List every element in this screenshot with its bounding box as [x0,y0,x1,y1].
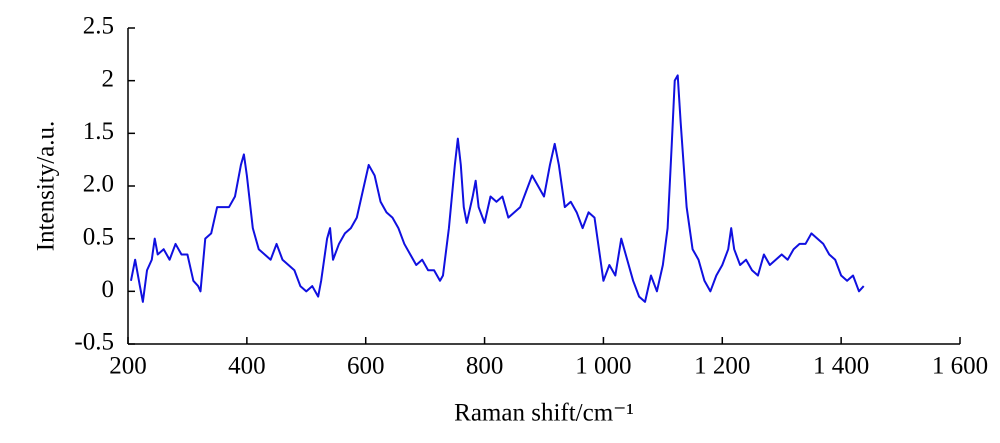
x-tick-label: 1 400 [813,353,869,380]
x-tick-label: 1 600 [932,353,988,380]
y-tick-label: -0.5 [74,329,114,356]
x-tick-label: 1 200 [694,353,750,380]
y-tick-label: 1.5 [83,118,114,145]
spectrum-line [129,74,865,303]
y-tick-label: 2 [102,65,115,92]
x-tick-label: 800 [466,353,504,380]
y-tick-label: 2.0 [83,171,114,198]
y-axis-title: Intensity/a.u. [33,121,60,252]
x-axis-title: Raman shift/cm⁻¹ [454,400,634,427]
x-tick-label: 600 [347,353,385,380]
y-tick-label: 0.5 [83,223,114,250]
y-tick-label: 0 [102,276,115,303]
x-tick-label: 400 [228,353,266,380]
y-tick-label: 2.5 [83,13,114,40]
x-tick-label: 1 000 [575,353,631,380]
x-tick-label: 200 [109,353,147,380]
